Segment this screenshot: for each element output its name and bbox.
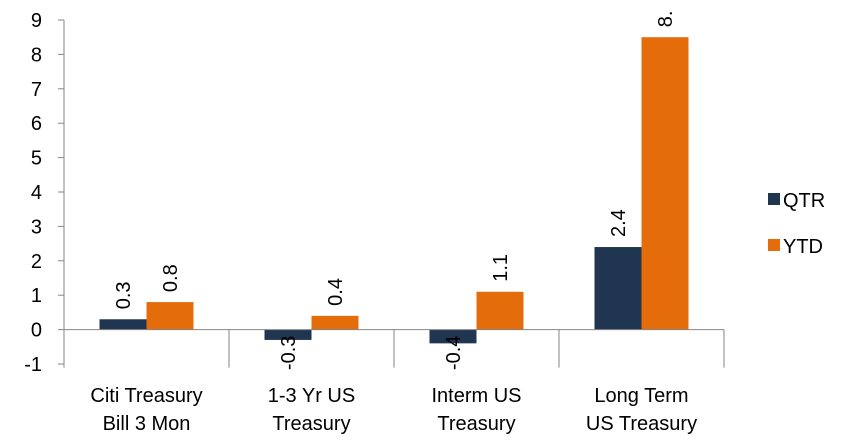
legend-label-ytd: YTD: [783, 236, 823, 258]
y-tick-label: 2: [31, 251, 42, 273]
y-tick-label: 7: [31, 79, 42, 101]
category-label-4: US Treasury: [586, 413, 697, 435]
y-tick-label: 1: [31, 285, 42, 307]
y-tick-label: 3: [31, 216, 42, 238]
y-tick-label: 9: [31, 10, 42, 32]
bar-qtr-1: [99, 319, 147, 330]
bar-qtr-2: [264, 329, 312, 340]
y-tick-label: -1: [24, 354, 42, 376]
data-label-qtr-3: -0.4: [443, 336, 465, 370]
category-label-2: Treasury: [272, 413, 350, 435]
category-label-2: 1-3 Yr US: [268, 385, 355, 407]
y-tick-label: 8: [31, 44, 42, 66]
data-label-ytd-3: 1.1: [490, 254, 512, 282]
data-label-ytd-2: 0.4: [325, 278, 347, 306]
y-tick-label: 4: [31, 182, 42, 204]
category-label-3: Interm US: [431, 385, 521, 407]
data-label-ytd-1: 0.8: [160, 264, 182, 292]
bar-ytd-2: [311, 315, 359, 330]
data-label-ytd-4: 8.: [655, 11, 677, 28]
legend-swatch-ytd: [768, 239, 780, 251]
y-tick-label: 6: [31, 113, 42, 135]
legend-label-qtr: QTR: [783, 190, 825, 212]
category-label-1: Citi Treasury: [90, 385, 202, 407]
legend-swatch-qtr: [768, 193, 780, 205]
y-tick-label: 5: [31, 148, 42, 170]
bar-qtr-4: [594, 247, 642, 330]
bar-ytd-1: [146, 302, 194, 330]
bar-qtr-3: [429, 329, 477, 344]
data-label-qtr-1: 0.3: [113, 281, 135, 309]
y-tick-label: 0: [31, 320, 42, 342]
category-label-1: Bill 3 Mon: [103, 413, 191, 435]
category-label-4: Long Term: [594, 385, 688, 407]
data-label-qtr-4: 2.4: [608, 209, 630, 237]
bar-ytd-4: [641, 37, 689, 330]
bar-ytd-3: [476, 291, 524, 330]
category-label-3: Treasury: [437, 413, 515, 435]
data-label-qtr-2: -0.3: [278, 336, 300, 370]
